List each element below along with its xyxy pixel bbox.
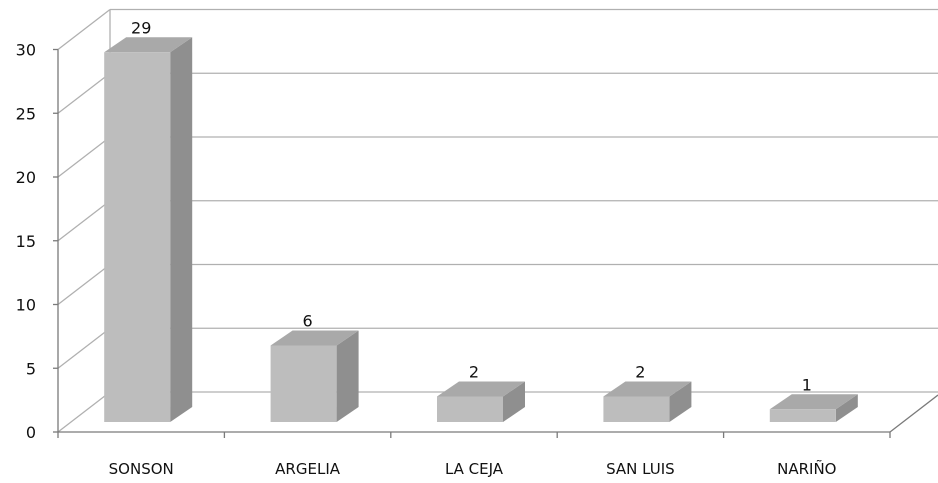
y-axis-tick-labels: 0 5 10 15 20 25 30 (16, 41, 36, 443)
y-tick-label: 20 (16, 168, 36, 187)
chart-bars (104, 37, 858, 422)
y-tick-label: 5 (26, 359, 36, 378)
y-tick-label: 25 (16, 104, 36, 123)
bar-side (336, 330, 359, 422)
bar-side (170, 37, 193, 422)
x-category-label: LA CEJA (445, 460, 504, 478)
data-label: 6 (303, 312, 313, 331)
gridline-diagonal (57, 200, 111, 242)
bar-top (437, 381, 525, 397)
x-axis-category-labels: SONSON ARGELIA LA CEJA SAN LUIS NARIÑO (109, 459, 837, 478)
x-category-label: SAN LUIS (606, 460, 675, 478)
bar-front (270, 345, 337, 422)
bar-side (835, 394, 858, 422)
gridline-diagonal (57, 263, 111, 306)
bar-san-luis (603, 381, 692, 422)
floor-left-edge (57, 391, 111, 433)
data-labels: 29 6 2 2 1 (131, 18, 812, 394)
bar-top (603, 381, 692, 397)
bar-argelia (270, 330, 359, 422)
bar-la-ceja (437, 381, 525, 422)
data-label: 2 (635, 363, 645, 382)
bar-side (669, 381, 692, 422)
gridline-diagonal (57, 8, 111, 51)
data-label: 1 (802, 375, 812, 394)
gridline-diagonal (57, 72, 111, 114)
bar-front (769, 409, 836, 422)
bar-top (270, 330, 359, 346)
y-tick-label: 15 (16, 232, 36, 251)
x-category-label: SONSON (109, 460, 174, 478)
floor-right-edge (889, 394, 938, 433)
y-tick-label: 30 (16, 41, 36, 60)
data-label: 2 (469, 363, 479, 382)
data-label: 29 (131, 18, 151, 37)
bar-sonson (104, 37, 193, 422)
gridline-diagonal (57, 327, 111, 369)
chart-gridlines (57, 8, 938, 369)
x-category-label: ARGELIA (275, 460, 341, 478)
y-tick-label: 10 (16, 296, 36, 315)
bar-front (437, 396, 503, 422)
x-category-label: NARIÑO (777, 459, 836, 478)
bar-front (603, 396, 670, 422)
bar-side (503, 381, 525, 422)
bar-nariño (769, 394, 858, 422)
bar-front (104, 52, 171, 422)
y-tick-label: 0 (26, 423, 36, 442)
bar-top (769, 394, 858, 410)
gridline-diagonal (57, 136, 111, 178)
bar-top (104, 37, 193, 53)
